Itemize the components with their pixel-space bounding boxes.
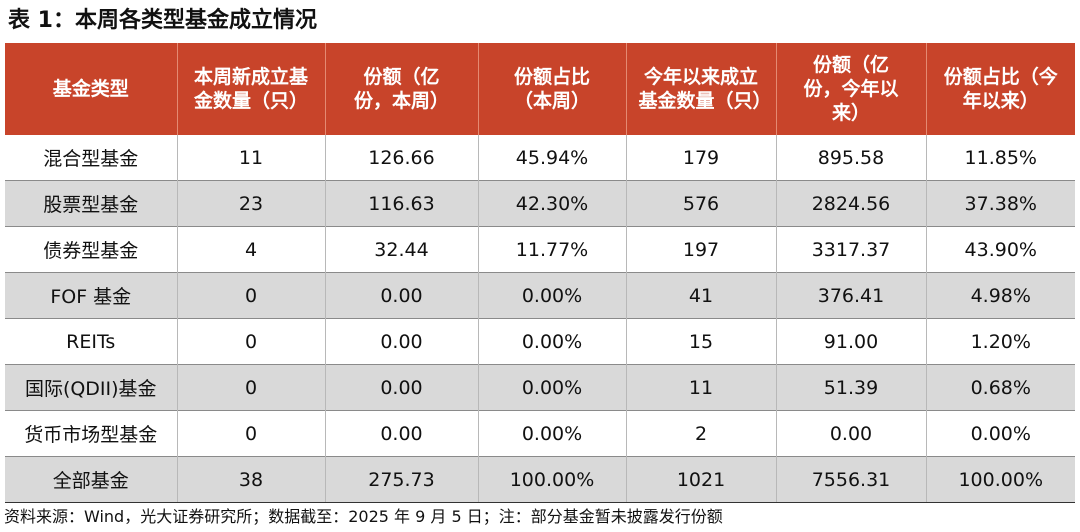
header-weekly-share-ratio: 份额占比（本周）: [478, 43, 627, 135]
cell-ytd-shares: 0.00: [776, 410, 927, 457]
cell-ytd-count: 41: [626, 272, 777, 319]
cell-weekly-shares: 0.00: [325, 410, 479, 457]
table-row: FOF 基金 0 0.00 0.00% 41 376.41 4.98%: [5, 272, 1075, 319]
cell-fund-type: FOF 基金: [5, 272, 178, 319]
cell-ytd-share-ratio: 4.98%: [926, 272, 1075, 319]
cell-weekly-share-ratio: 0.00%: [478, 318, 627, 365]
header-weekly-shares: 份额（亿份，本周）: [325, 43, 479, 135]
cell-ytd-share-ratio: 0.00%: [926, 410, 1075, 457]
cell-weekly-count: 23: [177, 180, 326, 227]
cell-ytd-shares: 895.58: [776, 135, 927, 181]
cell-ytd-count: 15: [626, 318, 777, 365]
cell-weekly-share-ratio: 42.30%: [478, 180, 627, 227]
cell-weekly-share-ratio: 11.77%: [478, 226, 627, 273]
table-row: 股票型基金 23 116.63 42.30% 576 2824.56 37.38…: [5, 180, 1075, 227]
cell-weekly-count: 0: [177, 318, 326, 365]
cell-ytd-share-ratio: 11.85%: [964, 146, 1037, 169]
header-fund-type: 基金类型: [5, 43, 178, 135]
cell-ytd-share-ratio: 100.00%: [926, 456, 1075, 503]
cell-weekly-count: 38: [177, 456, 326, 503]
cell-weekly-count: 11: [177, 135, 326, 181]
cell-weekly-shares: 0.00: [325, 318, 479, 365]
cell-weekly-shares: 275.73: [325, 456, 479, 503]
header-row: 基金类型 本周新成立基金数量（只） 份额（亿份，本周） 份额占比（本周） 今年以…: [5, 43, 1075, 135]
cell-weekly-shares: 0.00: [325, 364, 479, 411]
cell-weekly-share-ratio: 0.00%: [478, 410, 627, 457]
cell-ytd-shares: 3317.37: [776, 226, 927, 273]
table-row: REITs 0 0.00 0.00% 15 91.00 1.20%: [5, 318, 1075, 365]
cell-ytd-share-ratio: 37.38%: [926, 180, 1075, 227]
cell-ytd-shares: 91.00: [776, 318, 927, 365]
cell-weekly-share-ratio: 45.94%: [478, 135, 627, 181]
cell-ytd-count: 11: [626, 364, 777, 411]
cell-ytd-shares: 7556.31: [776, 456, 927, 503]
cell-fund-type: REITs: [5, 318, 178, 365]
cell-weekly-share-ratio: 100.00%: [478, 456, 627, 503]
cell-ytd-count: 1021: [626, 456, 777, 503]
cell-fund-type: 债券型基金: [5, 226, 178, 273]
cell-weekly-shares: 0.00: [325, 272, 479, 319]
cell-ytd-count: 576: [626, 180, 777, 227]
table-row: 混合型基金 11 126.66 45.94% 179 895.58 11.85%: [5, 135, 1075, 181]
cell-weekly-share-ratio: 0.00%: [478, 272, 627, 319]
cell-ytd-share-ratio: 1.20%: [926, 318, 1075, 365]
header-ytd-shares: 份额（亿份，今年以来）: [776, 43, 927, 135]
table-row-total: 全部基金 38 275.73 100.00% 1021 7556.31 100.…: [5, 456, 1075, 503]
cell-fund-type: 股票型基金: [5, 180, 178, 227]
table-title: 表 1：本周各类型基金成立情况: [8, 8, 317, 33]
fund-establishment-table: 基金类型 本周新成立基金数量（只） 份额（亿份，本周） 份额占比（本周） 今年以…: [5, 43, 1075, 503]
cell-weekly-shares: 126.66: [325, 135, 479, 181]
cell-ytd-shares: 2824.56: [776, 180, 927, 227]
cell-weekly-count: 4: [177, 226, 326, 273]
table-row: 债券型基金 4 32.44 11.77% 197 3317.37 43.90%: [5, 226, 1075, 273]
cell-ytd-shares: 51.39: [776, 364, 927, 411]
cell-fund-type: 国际(QDII)基金: [5, 364, 178, 411]
cell-ytd-shares: 376.41: [776, 272, 927, 319]
cell-fund-type: 全部基金: [5, 456, 178, 503]
cell-weekly-shares: 116.63: [325, 180, 479, 227]
header-ytd-share-ratio: 份额占比（今年以来）: [926, 43, 1075, 135]
cell-ytd-share-ratio: 0.68%: [926, 364, 1075, 411]
header-weekly-count: 本周新成立基金数量（只）: [177, 43, 326, 135]
source-footnote: 资料来源：Wind，光大证券研究所；数据截至：2025 年 9 月 5 日；注：…: [4, 507, 723, 526]
table-row: 货币市场型基金 0 0.00 0.00% 2 0.00 0.00%: [5, 410, 1075, 457]
cell-ytd-share-ratio: 43.90%: [926, 226, 1075, 273]
cell-ytd-count: 2: [626, 410, 777, 457]
cell-weekly-count: 0: [177, 364, 326, 411]
cell-fund-type: 混合型基金: [5, 135, 178, 181]
cell-weekly-share-ratio: 0.00%: [478, 364, 627, 411]
cell-fund-type: 货币市场型基金: [5, 410, 178, 457]
cell-weekly-count: 0: [177, 272, 326, 319]
cell-ytd-count: 179: [626, 135, 777, 181]
cell-ytd-count: 197: [626, 226, 777, 273]
table-row: 国际(QDII)基金 0 0.00 0.00% 11 51.39 0.68%: [5, 364, 1075, 411]
cell-weekly-count: 0: [177, 410, 326, 457]
cell-weekly-shares: 32.44: [325, 226, 479, 273]
header-ytd-count: 今年以来成立基金数量（只）: [626, 43, 777, 135]
